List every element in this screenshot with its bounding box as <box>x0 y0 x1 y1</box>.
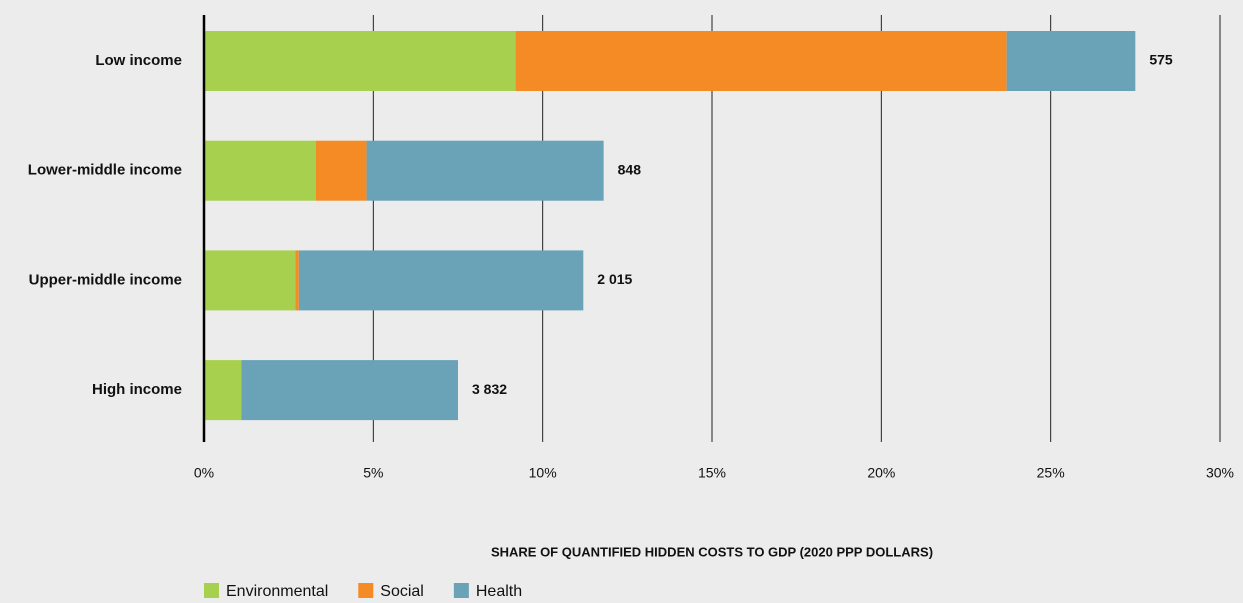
bar-segment <box>204 360 242 421</box>
bar-segment <box>204 250 296 311</box>
x-tick-label: 30% <box>1206 465 1234 481</box>
x-tick-label: 20% <box>867 465 895 481</box>
x-axis-title: SHARE OF QUANTIFIED HIDDEN COSTS TO GDP … <box>491 544 933 559</box>
bar-segment <box>366 140 604 201</box>
bar-segment <box>298 250 584 311</box>
category-label: High income <box>92 381 182 398</box>
bar-segment <box>515 31 1007 91</box>
bar-segment <box>315 140 367 201</box>
end-label: 575 <box>1149 52 1173 68</box>
bar-segment <box>1006 31 1136 91</box>
end-label: 3 832 <box>472 381 507 397</box>
category-label: Upper-middle income <box>29 271 182 288</box>
bar-segment <box>204 140 316 201</box>
bar-segment <box>241 360 458 421</box>
x-tick-label: 15% <box>698 465 726 481</box>
legend-label: Environmental <box>226 583 328 600</box>
end-label: 2 015 <box>597 271 632 287</box>
bar-segment <box>295 250 299 311</box>
x-tick-label: 10% <box>529 465 557 481</box>
legend-label: Health <box>476 583 522 600</box>
category-label: Low income <box>95 52 182 69</box>
legend-swatch <box>204 583 219 598</box>
legend-swatch <box>453 583 469 598</box>
x-tick-label: 5% <box>363 465 383 481</box>
bar-segment <box>204 31 516 91</box>
x-tick-label: 25% <box>1037 465 1065 481</box>
legend-swatch <box>358 583 374 598</box>
category-label: Lower-middle income <box>28 162 182 179</box>
x-tick-label: 0% <box>194 465 214 481</box>
end-label: 848 <box>618 161 642 177</box>
legend-label: Social <box>380 583 424 600</box>
